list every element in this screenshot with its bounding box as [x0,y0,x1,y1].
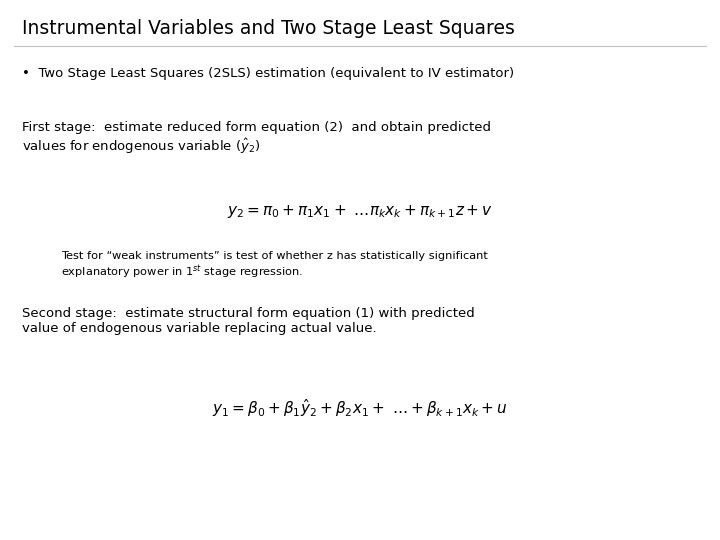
Text: Test for “weak instruments” is test of whether z has statistically significant
e: Test for “weak instruments” is test of w… [61,251,488,281]
Text: First stage:  estimate reduced form equation (2)  and obtain predicted
values fo: First stage: estimate reduced form equat… [22,122,490,157]
Text: $y_2 = \pi_0 + \pi_1 x_1 +\ \ldots\pi_k x_k + \pi_{k+1} z + v$: $y_2 = \pi_0 + \pi_1 x_1 +\ \ldots\pi_k … [227,202,493,219]
Text: •  Two Stage Least Squares (2SLS) estimation (equivalent to IV estimator): • Two Stage Least Squares (2SLS) estimat… [22,68,514,80]
Text: $y_1 = \beta_0 + \beta_1 \hat{y}_2 + \beta_2 x_1 +\ \ldots + \beta_{k+1} x_k + u: $y_1 = \beta_0 + \beta_1 \hat{y}_2 + \be… [212,397,508,419]
Text: Instrumental Variables and Two Stage Least Squares: Instrumental Variables and Two Stage Lea… [22,19,515,38]
Text: Second stage:  estimate structural form equation (1) with predicted
value of end: Second stage: estimate structural form e… [22,307,474,335]
